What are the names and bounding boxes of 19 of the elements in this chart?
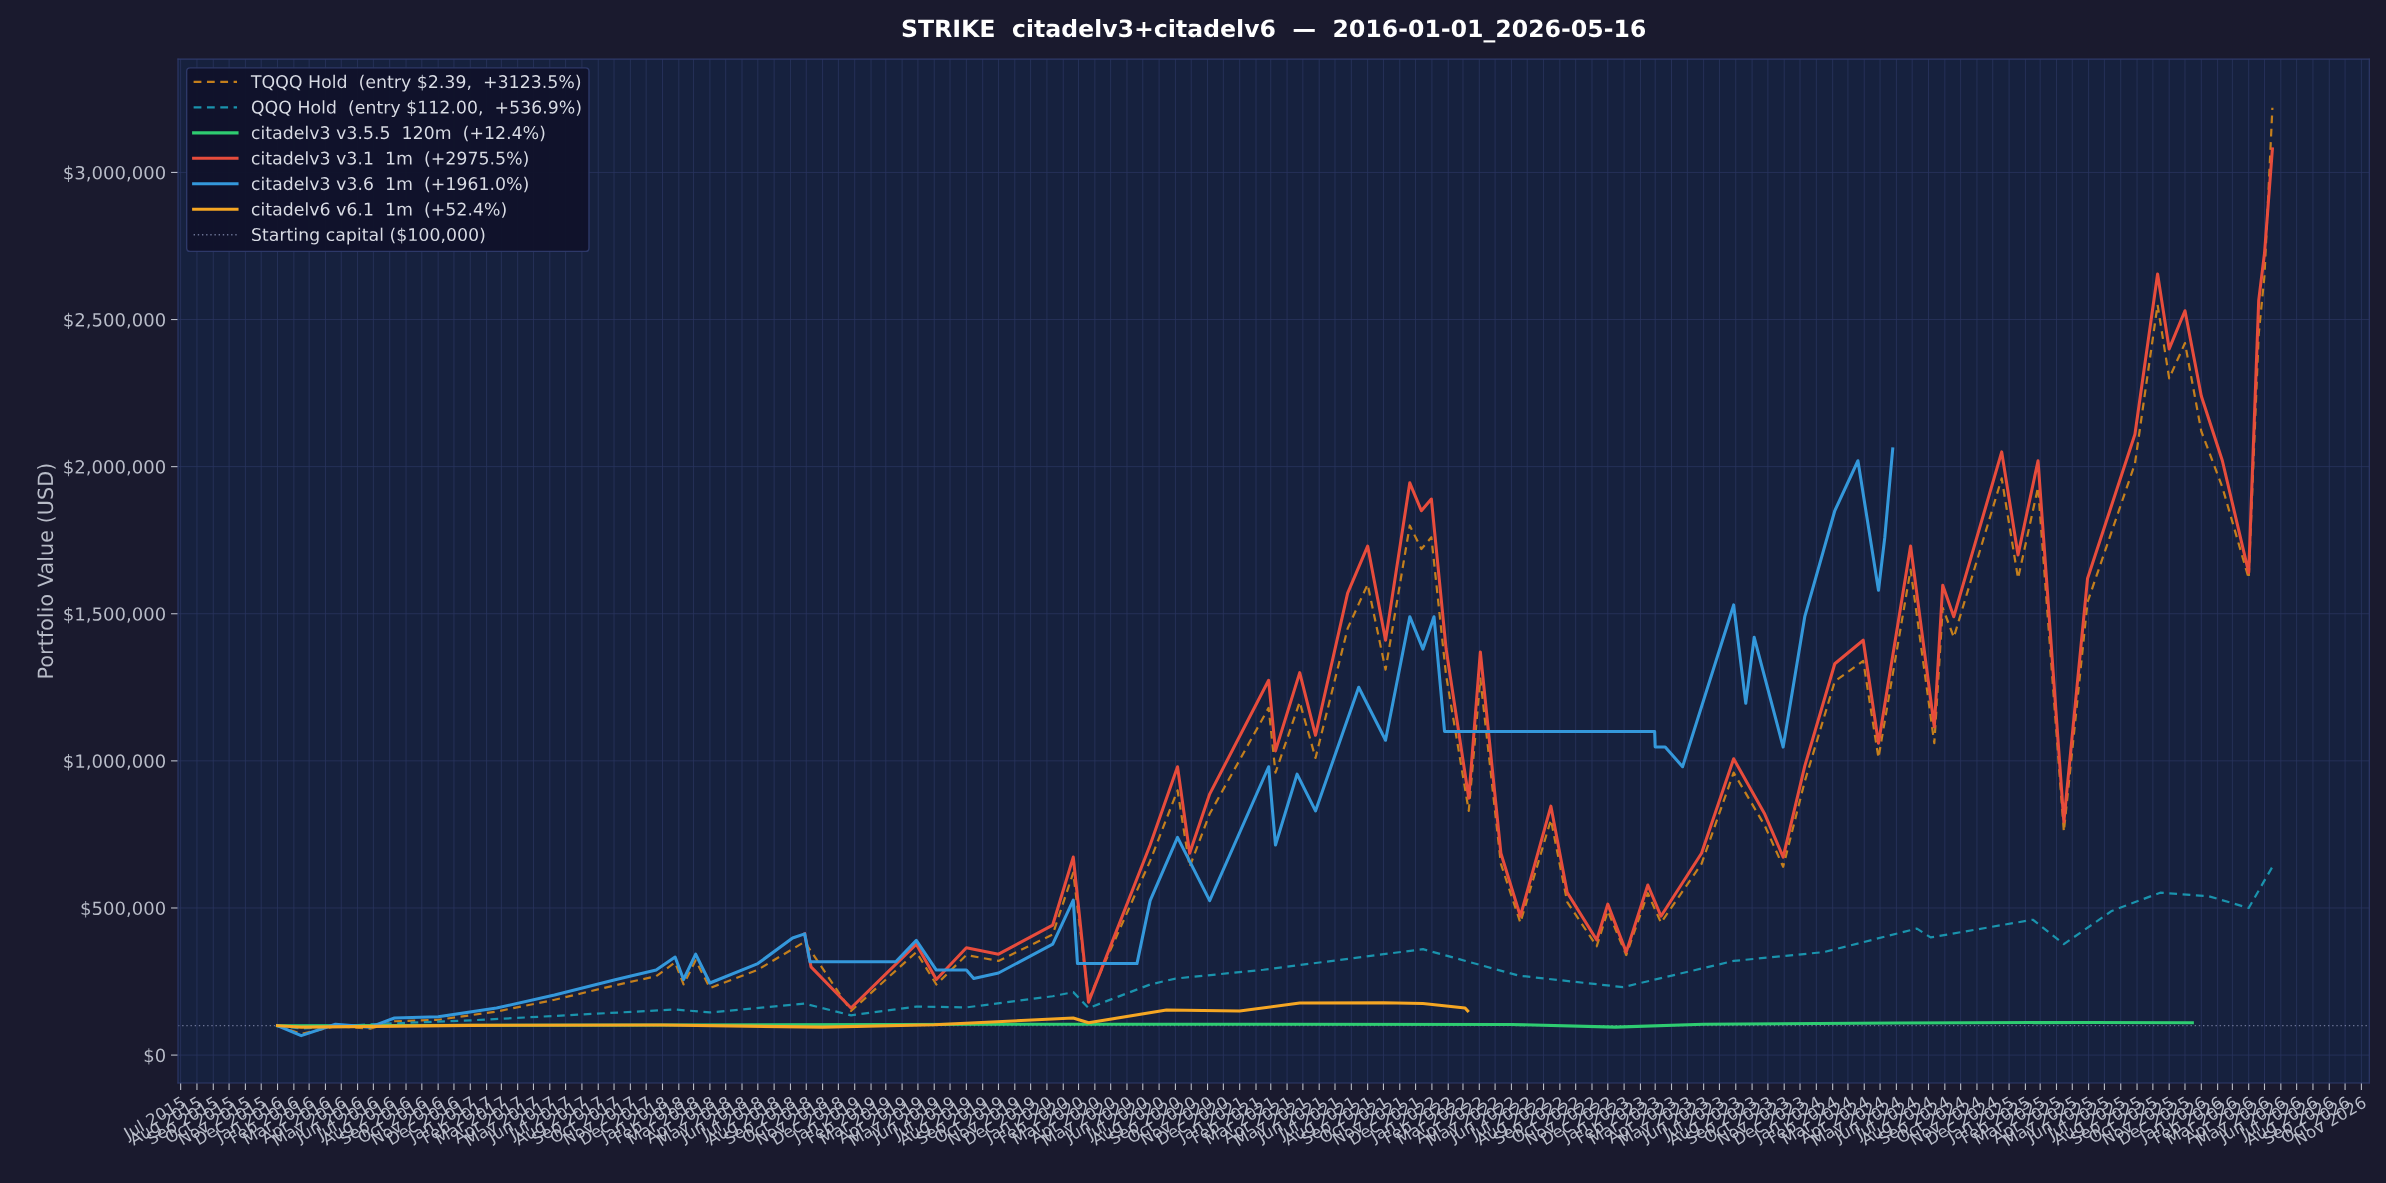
legend-label: Starting capital ($100,000) bbox=[252, 227, 485, 245]
y-tick-label: $2,000,000 bbox=[64, 459, 165, 477]
legend-label: citadelv6 v6.1 1m (+52.4%) bbox=[251, 202, 506, 218]
chart-title: STRIKE citadelv3+citadelv6 — 2016-01-01_2026-05-16 bbox=[902, 18, 1646, 43]
y-tick-label: $500,000 bbox=[81, 901, 165, 918]
line-series bbox=[276, 1001, 1470, 1029]
y-axis-title: Portfolio Value (USD) bbox=[37, 464, 56, 678]
line-series bbox=[803, 147, 2274, 1010]
y-tick-label: $2,500,000 bbox=[64, 312, 165, 330]
legend-label: QQQ Hold (entry $112.00, +536.9%) bbox=[251, 100, 581, 118]
legend-label: citadelv3 v3.5.5 120m (+12.4%) bbox=[251, 125, 545, 142]
y-tick-label: $1,000,000 bbox=[64, 754, 165, 771]
legend-label: citadelv3 v3.1 1m (+2975.5%) bbox=[251, 151, 528, 167]
y-tick-label: $1,500,000 bbox=[64, 606, 165, 624]
legend-label: citadelv3 v3.6 1m (+1961.0%) bbox=[251, 176, 528, 193]
y-tick-label: $3,000,000 bbox=[64, 165, 165, 182]
legend-label: TQQQ Hold (entry $2.39, +3123.5%) bbox=[250, 74, 581, 92]
line-series bbox=[276, 447, 1895, 1038]
y-tick-label: $0 bbox=[144, 1048, 165, 1065]
